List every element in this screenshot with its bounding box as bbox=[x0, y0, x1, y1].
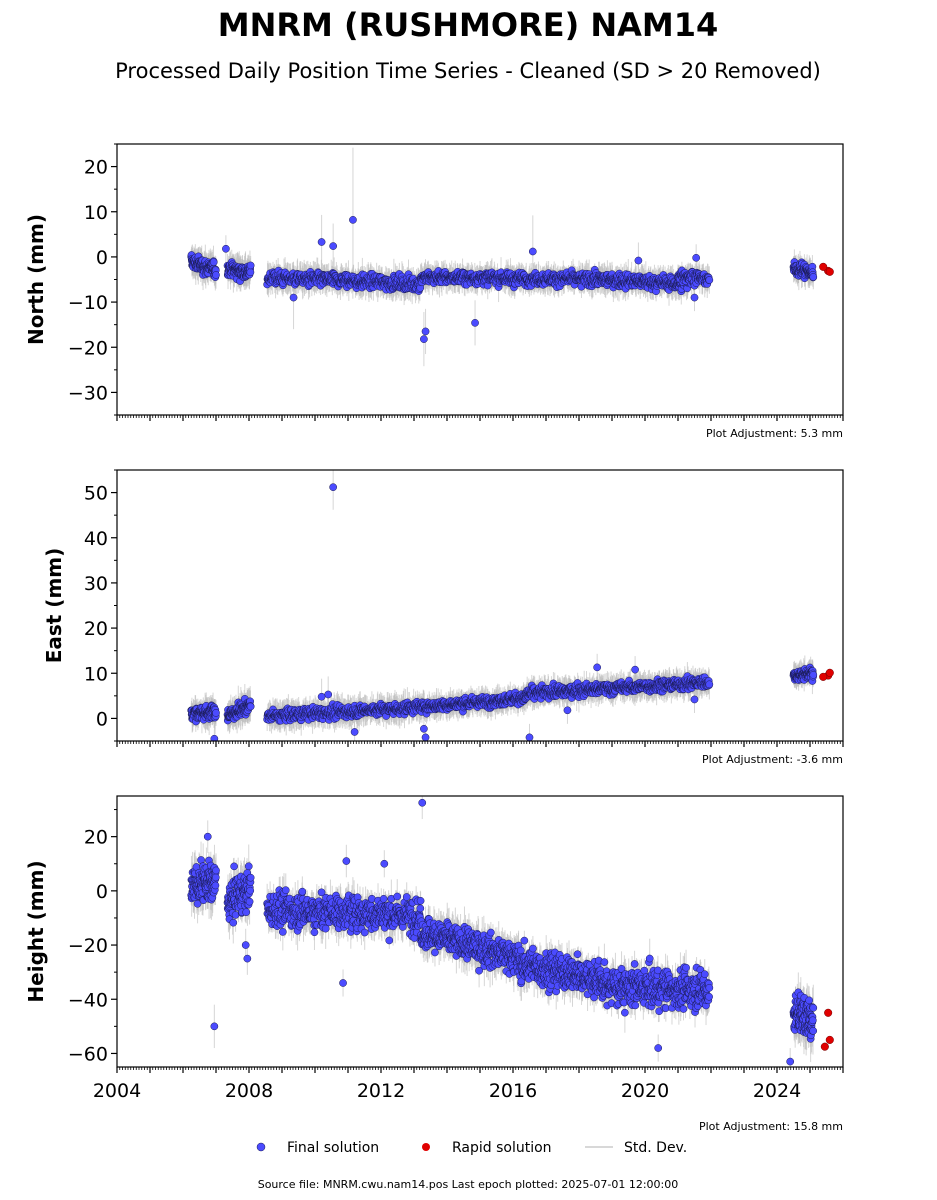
north-panel: −30 −20 −10 0 10 20 North (mm) Plot Adjustment:… bbox=[24, 143, 844, 440]
north-rapid-point bbox=[819, 262, 828, 271]
north-ytick-label: 20 bbox=[84, 157, 108, 179]
north-final-point bbox=[289, 293, 298, 302]
north-ytick-label: −30 bbox=[68, 382, 108, 404]
north-ytick-label: 0 bbox=[96, 247, 108, 269]
north-final-point bbox=[634, 256, 643, 265]
north-final-point bbox=[317, 238, 326, 246]
north-rapid-point bbox=[825, 267, 834, 276]
chart-title: MNRM (RUSHMORE) NAM14 bbox=[218, 6, 719, 44]
north-plot-area bbox=[187, 147, 834, 367]
chart-subtitle: Processed Daily Position Time Series - C… bbox=[115, 59, 821, 83]
north-final-point bbox=[471, 319, 479, 327]
north-ylabel: North (mm) bbox=[24, 214, 48, 345]
north-final-point bbox=[246, 261, 255, 270]
east-plot-area bbox=[187, 470, 834, 741]
north-final-point bbox=[690, 293, 699, 302]
north-final-point bbox=[420, 335, 428, 343]
north-final-point bbox=[421, 327, 430, 336]
north-final-point bbox=[246, 268, 255, 277]
north-final-point bbox=[349, 216, 357, 224]
north-final-point bbox=[809, 273, 818, 281]
north-plot-adjustment: Plot Adjustment: 5.3 mm bbox=[706, 427, 843, 440]
north-final-point bbox=[212, 271, 220, 279]
north-final-point bbox=[705, 276, 714, 284]
north-final-point bbox=[222, 244, 230, 253]
north-final-point bbox=[329, 242, 337, 250]
north-final-point bbox=[528, 247, 537, 256]
north-ytick-label: −20 bbox=[68, 337, 108, 359]
north-final-point bbox=[692, 253, 701, 262]
north-ytick-label: −10 bbox=[68, 292, 108, 314]
north-final-point bbox=[209, 258, 218, 266]
north-ytick-label: 10 bbox=[84, 202, 108, 224]
